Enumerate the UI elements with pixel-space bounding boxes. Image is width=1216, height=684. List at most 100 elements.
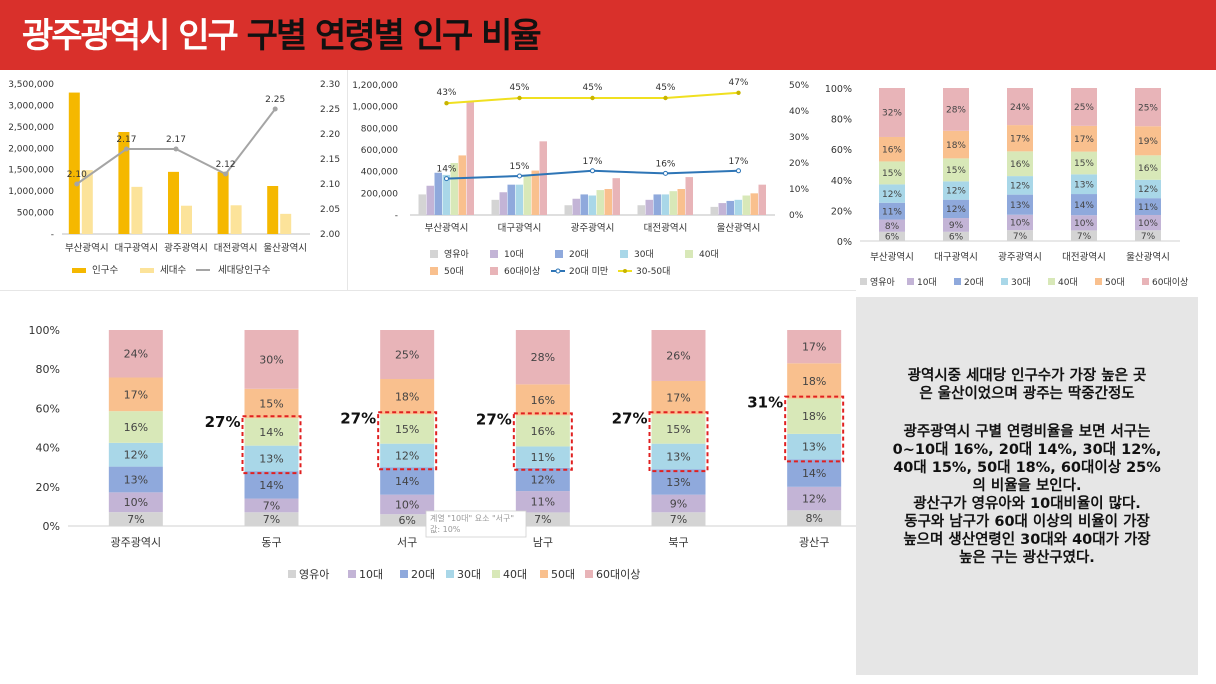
x-tick-label: 대구광역시 <box>115 242 159 254</box>
bar-population <box>217 171 229 234</box>
bar-영유아 <box>564 205 572 215</box>
divider <box>0 290 856 291</box>
note-paragraph: 광역시중 세대당 인구수가 가장 높은 곳 은 울산이었으며 광주는 딱중간정도 <box>907 368 1147 402</box>
bar-segment-50대 <box>879 136 905 162</box>
bar-segment-10대 <box>515 491 570 513</box>
data-label: 6% <box>885 233 900 243</box>
bar-segment-30대 <box>943 181 969 200</box>
bar-10대 <box>718 203 726 215</box>
data-label: 15% <box>259 397 283 410</box>
data-label: 13% <box>802 441 826 454</box>
bar-segment-10대 <box>651 494 706 513</box>
legend-label: 인구수 <box>92 265 118 276</box>
bar-20대 <box>507 184 515 215</box>
data-label: 16% <box>124 421 148 434</box>
legend-swatch <box>954 278 961 285</box>
bar-segment-영유아 <box>1071 230 1097 241</box>
bar-segment-30대 <box>1071 174 1097 195</box>
data-label: 32% <box>882 109 902 119</box>
legend-label: 세대수 <box>160 265 186 276</box>
chart-cities-population: 3,500,000 3,000,000 2,500,000 2,000,000 1,50… <box>8 80 340 276</box>
data-label: 8% <box>805 512 822 525</box>
bar-30대 <box>588 195 596 215</box>
bar-segment-영유아 <box>244 512 299 526</box>
data-label: 13% <box>259 452 283 465</box>
data-label: 14% <box>259 479 283 492</box>
data-label: 17% <box>1074 135 1094 145</box>
data-label: 18% <box>802 375 826 388</box>
y-tick-label: 1,500,000 <box>8 166 54 176</box>
data-label: 14% <box>1074 201 1094 211</box>
bar-households <box>81 170 93 234</box>
bar-segment-30대 <box>651 443 706 470</box>
legend-swatch <box>140 268 154 273</box>
point-persons-per-household <box>173 146 179 152</box>
highlight-box <box>241 415 302 475</box>
legend-swatch <box>430 267 438 275</box>
data-label: 2.17 <box>116 135 136 145</box>
bar-segment-20대 <box>943 199 969 219</box>
x-tick-label: 울산광역시 <box>263 242 307 254</box>
data-label: 12% <box>802 492 826 505</box>
bar-segment-20대 <box>879 202 905 220</box>
y2-tick-label: 2.00 <box>320 230 340 240</box>
data-label: 7% <box>1013 232 1028 242</box>
bar-segment-20대 <box>108 466 163 493</box>
data-label: 11% <box>531 496 555 509</box>
bar-segment-60대이상 <box>943 88 969 131</box>
bar-40대 <box>523 174 531 215</box>
bar-segment-30대 <box>515 446 570 468</box>
bar-population <box>267 186 279 234</box>
data-label: 12% <box>1010 182 1030 192</box>
legend-label: 40대 <box>503 568 527 581</box>
data-label: 17% <box>1010 134 1030 144</box>
title-banner: 광주광역시 인구 구별 연령별 인구 비율 <box>0 0 1216 70</box>
y-tick-label: 20% <box>36 481 60 494</box>
bar-segment-영유아 <box>651 512 706 526</box>
y-tick-label: 60% <box>36 402 60 415</box>
legend-label: 60대이상 <box>1152 277 1188 287</box>
y2-tick-label: 50% <box>789 81 809 91</box>
tooltip <box>425 510 527 538</box>
data-label: 16% <box>531 425 555 438</box>
bar-segment-40대 <box>787 398 842 434</box>
data-label: 12% <box>531 473 555 486</box>
bar-60대이상 <box>466 101 474 215</box>
point-30-50 <box>663 95 668 101</box>
x-tick-label: 울산광역시 <box>717 222 761 234</box>
bar-40대 <box>742 195 750 215</box>
bar-영유아 <box>637 205 645 215</box>
bar-10대 <box>499 192 507 215</box>
bar-segment-60대이상 <box>1007 88 1033 126</box>
point-persons-per-household <box>123 146 129 152</box>
legend-label: 20대 <box>411 568 435 581</box>
x-tick-label: 대구광역시 <box>498 222 542 234</box>
chart-districts-ratio: 100% 80% 60% 40% 20% 0% 7% 10% 13% 12% 16% 17% 24% 광주… <box>29 324 856 581</box>
bar-60대이상 <box>539 141 547 215</box>
data-label: 14% <box>395 475 419 488</box>
y-tick-label: 0% <box>43 520 60 533</box>
data-label: 2.17 <box>166 135 186 145</box>
bar-segment-30대 <box>244 445 299 472</box>
data-label: 9% <box>949 221 964 231</box>
data-label: 15% <box>395 423 419 436</box>
legend-label: 영유아 <box>870 277 896 287</box>
bar-segment-50대 <box>651 380 706 415</box>
bar-segment-영유아 <box>1007 230 1033 241</box>
data-label: 28% <box>531 351 555 364</box>
data-label: 12% <box>882 190 902 200</box>
bar-segment-30대 <box>380 443 435 468</box>
y2-tick-label: 2.20 <box>320 130 340 140</box>
y-tick-label: 600,000 <box>361 146 398 156</box>
bar-10대 <box>645 199 653 215</box>
data-label: 11% <box>531 451 555 464</box>
legend-swatch <box>288 570 296 578</box>
y-tick-label: 400,000 <box>361 168 398 178</box>
legend-swatch <box>555 250 563 258</box>
data-label: 13% <box>666 450 690 463</box>
bar-영유아 <box>710 206 718 215</box>
data-label: 15% <box>946 166 966 176</box>
data-label: 10% <box>1074 219 1094 229</box>
bar-20대 <box>434 172 442 215</box>
data-label: 14% <box>436 165 456 175</box>
